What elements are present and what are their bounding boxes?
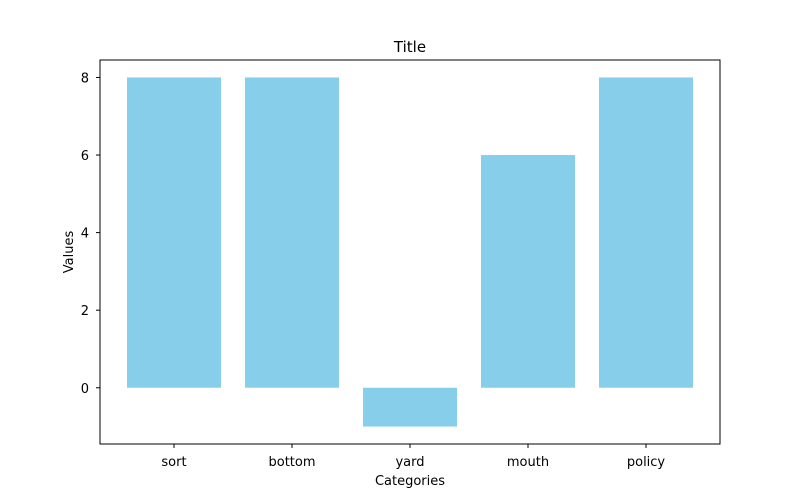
chart-title: Title — [393, 38, 426, 56]
y-tick-label: 8 — [81, 71, 89, 86]
y-axis-ticks: 0 2 4 6 8 — [81, 71, 100, 397]
x-axis-ticks: sort bottom yard mouth policy — [161, 444, 665, 470]
y-tick-label: 2 — [81, 304, 89, 319]
x-tick-label-sort: sort — [161, 455, 186, 470]
bar-bottom — [245, 77, 339, 388]
y-tick-label: 4 — [81, 227, 89, 242]
bar-policy — [599, 77, 693, 388]
x-axis-title: Categories — [375, 474, 445, 489]
x-tick-label-yard: yard — [395, 455, 424, 470]
bars-layer — [127, 77, 693, 427]
x-tick-label-mouth: mouth — [507, 455, 549, 470]
bar-yard — [363, 387, 457, 427]
y-axis-title: Values — [62, 231, 77, 274]
x-tick-label-bottom: bottom — [268, 455, 315, 470]
x-tick-label-policy: policy — [627, 455, 666, 470]
bar-sort — [127, 77, 221, 388]
bar-mouth — [481, 155, 575, 388]
y-tick-label: 0 — [81, 382, 89, 397]
plot-frame — [99, 59, 721, 445]
y-tick-label: 6 — [81, 149, 89, 164]
